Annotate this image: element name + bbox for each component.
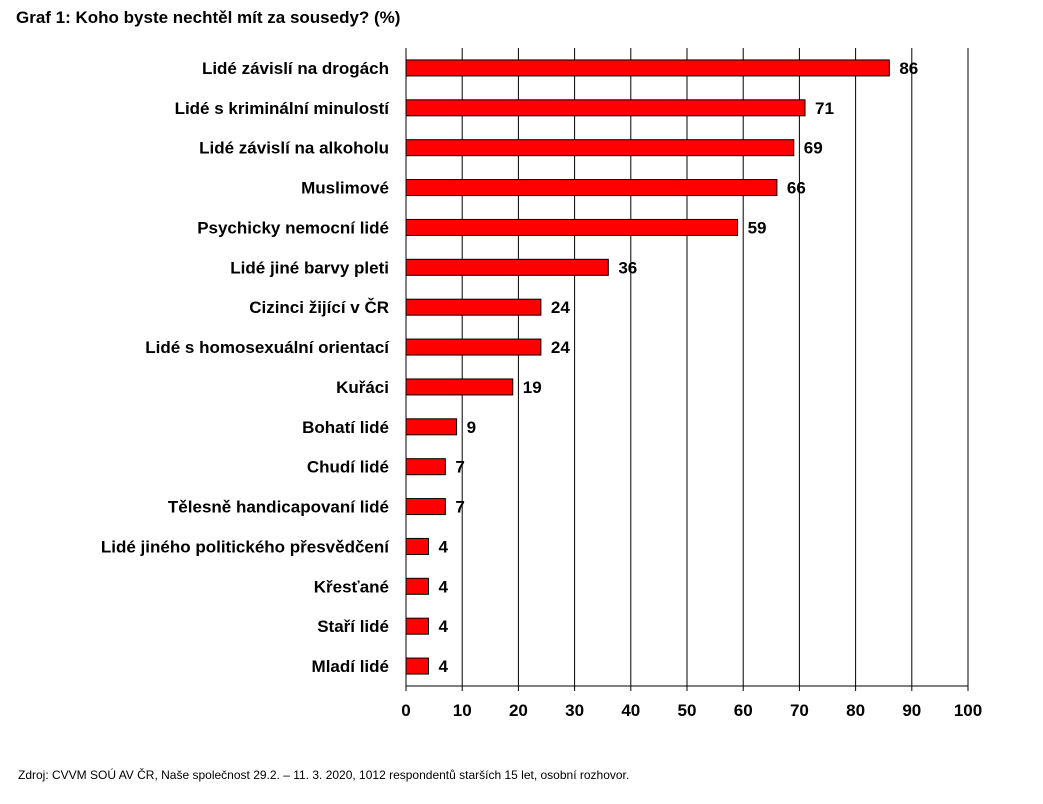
data-label: 69 [804, 139, 823, 158]
bar [405, 298, 542, 316]
x-tick-label: 100 [954, 701, 982, 720]
category-label: Křesťané [314, 577, 389, 596]
x-tick-label: 30 [565, 701, 584, 720]
data-label: 36 [618, 258, 637, 277]
data-label: 71 [815, 99, 834, 118]
data-label: 7 [455, 458, 464, 477]
bar [405, 418, 458, 436]
grid-lines [461, 48, 969, 686]
bar [405, 537, 429, 555]
data-label: 9 [467, 418, 476, 437]
data-label: 66 [787, 179, 806, 198]
category-label: Muslimové [301, 179, 389, 198]
category-label: Chudí lidé [307, 458, 389, 477]
category-label: Lidé jiného politického přesvědčení [101, 537, 390, 556]
category-label: Kuřáci [336, 378, 389, 397]
bar [405, 458, 446, 476]
data-label: 4 [438, 537, 448, 556]
x-tick-label: 60 [734, 701, 753, 720]
bar [405, 139, 795, 157]
category-label: Mladí lidé [312, 657, 389, 676]
x-tick-label: 0 [401, 701, 410, 720]
category-label: Cizinci žijící v ČR [249, 298, 389, 317]
bar [405, 498, 446, 516]
x-tick-label: 90 [902, 701, 921, 720]
x-tick-label: 20 [509, 701, 528, 720]
category-labels: Lidé závislí na drogách Lidé s kriminální… [101, 59, 390, 676]
x-tick-label: 50 [678, 701, 697, 720]
bar [405, 657, 429, 675]
x-tick-label: 40 [621, 701, 640, 720]
data-label: 4 [438, 657, 448, 676]
category-label: Lidé jiné barvy pleti [230, 258, 389, 277]
data-label: 24 [551, 338, 570, 357]
data-label: 19 [523, 378, 542, 397]
category-label: Lidé s homosexuální orientací [145, 338, 390, 357]
bar [405, 577, 429, 595]
category-label: Lidé závislí na drogách [202, 59, 389, 78]
category-label: Psychicky nemocní lidé [197, 218, 389, 237]
x-tick-label: 10 [453, 701, 472, 720]
bar [405, 218, 739, 236]
value-labels: 86 71 69 66 59 36 24 24 19 9 7 7 4 4 4 4 [438, 59, 918, 676]
bar [405, 179, 778, 197]
source-note: Zdroj: CVVM SOÚ AV ČR, Naše společnost 2… [18, 768, 630, 782]
bar [405, 59, 890, 77]
bar [405, 338, 542, 356]
category-label: Tělesně handicapovaní lidé [168, 498, 389, 517]
category-label: Lidé s kriminální minulostí [175, 99, 391, 118]
data-label: 86 [899, 59, 918, 78]
bar-chart: 0 10 20 30 40 50 60 70 80 90 100 Lidé závislí na d… [101, 48, 982, 720]
bar [405, 617, 429, 635]
x-tick-label: 80 [846, 701, 865, 720]
category-label: Bohatí lidé [302, 418, 389, 437]
bar [405, 99, 806, 117]
data-label: 59 [748, 218, 767, 237]
x-tick-label: 70 [790, 701, 809, 720]
bar [405, 258, 609, 276]
data-label: 4 [438, 577, 448, 596]
data-label: 7 [455, 498, 464, 517]
data-label: 4 [438, 617, 448, 636]
bars [405, 59, 890, 675]
chart-title: Graf 1: Koho byste nechtěl mít za soused… [16, 8, 401, 27]
data-label: 24 [551, 298, 570, 317]
category-label: Lidé závislí na alkoholu [199, 139, 389, 158]
x-axis: 0 10 20 30 40 50 60 70 80 90 100 [401, 48, 982, 720]
bar [405, 378, 514, 396]
category-label: Staří lidé [317, 617, 389, 636]
